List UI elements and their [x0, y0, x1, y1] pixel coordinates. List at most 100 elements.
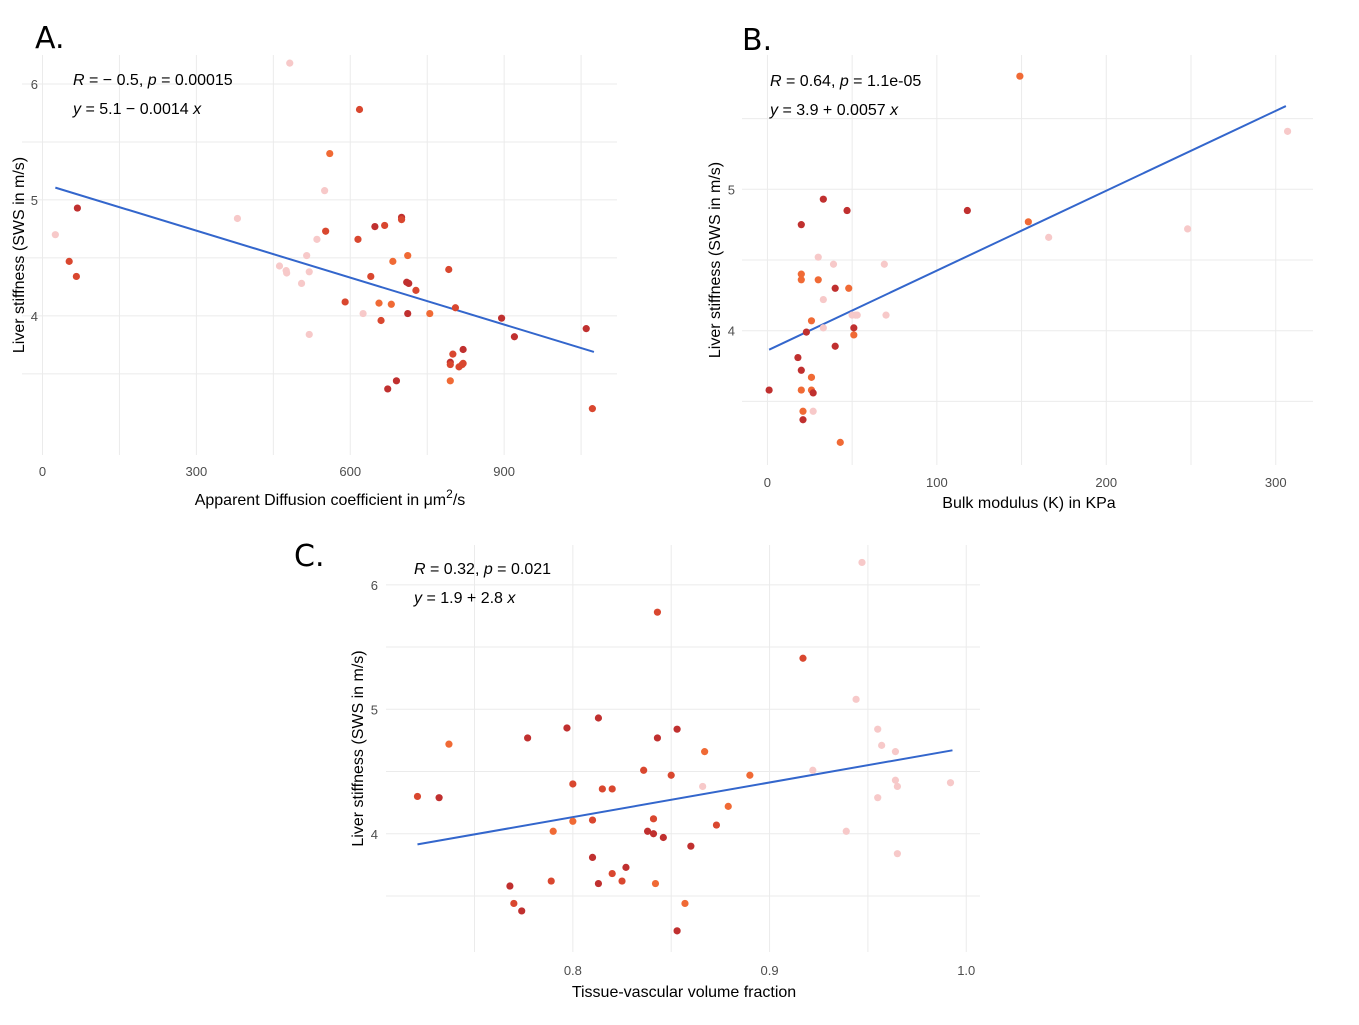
data-point [653, 608, 662, 616]
data-point [701, 748, 709, 756]
x-tick-label: 200 [1095, 475, 1117, 490]
data-point [809, 407, 817, 415]
data-point [582, 325, 590, 333]
data-point [446, 360, 454, 369]
gridlines [22, 55, 617, 455]
data-point [673, 725, 681, 733]
data-point [618, 877, 626, 885]
data-point [497, 314, 506, 322]
y-tick-label: 5 [371, 702, 378, 717]
data-point [303, 251, 311, 260]
data-point [547, 877, 555, 885]
data-point [412, 286, 420, 294]
data-point [397, 216, 406, 224]
data-point [794, 353, 802, 362]
data-point [377, 316, 385, 325]
data-point [765, 386, 773, 394]
data-point [724, 802, 732, 810]
data-point [341, 298, 349, 306]
data-point [891, 776, 900, 784]
data-point [510, 333, 519, 341]
data-point [569, 817, 577, 825]
correlation-annotation: R = 0.64, p = 1.1e-05 [770, 73, 921, 90]
panel-label: A. [35, 21, 65, 56]
data-point [653, 734, 662, 742]
data-point [799, 654, 807, 662]
data-point [355, 105, 364, 114]
data-point [72, 272, 80, 281]
data-point [65, 257, 73, 265]
data-point [322, 227, 330, 235]
x-axis-title: Tissue-vascular volume fraction [572, 984, 796, 1001]
data-point [510, 899, 518, 908]
data-point [446, 377, 454, 385]
data-point [819, 324, 827, 332]
data-point [640, 766, 648, 774]
x-tick-label: 600 [339, 464, 361, 479]
data-point [1016, 72, 1024, 80]
data-point [451, 304, 460, 312]
correlation-annotation: R = − 0.5, p = 0.00015 [73, 72, 233, 89]
data-point [963, 206, 971, 215]
data-point [275, 262, 284, 270]
data-point [435, 794, 443, 802]
x-tick-label: 0 [39, 464, 46, 479]
data-point [367, 272, 375, 281]
data-points [51, 59, 596, 413]
x-tick-label: 0 [764, 475, 771, 490]
data-point [814, 253, 822, 261]
data-point [608, 785, 616, 793]
correlation-annotation: R = 0.32, p = 0.021 [414, 561, 551, 578]
data-point [746, 771, 754, 779]
data-point [681, 899, 689, 908]
data-point [687, 842, 695, 850]
data-point [326, 149, 334, 158]
data-point [852, 695, 860, 703]
data-point [649, 815, 658, 823]
data-point [405, 279, 413, 288]
data-point [836, 438, 844, 446]
data-point [392, 377, 401, 385]
data-point [375, 299, 383, 307]
data-point [712, 821, 721, 829]
data-point [305, 268, 313, 276]
data-point [588, 853, 597, 862]
data-point [797, 386, 805, 394]
y-tick-label: 6 [371, 578, 378, 593]
data-point [819, 295, 827, 304]
data-point [845, 284, 853, 292]
data-points [413, 558, 955, 935]
data-point [850, 324, 858, 332]
regression-line [768, 105, 1287, 351]
data-point [233, 214, 242, 223]
x-tick-label: 300 [186, 464, 208, 479]
data-point [853, 311, 861, 319]
y-tick-label: 5 [31, 193, 38, 208]
data-point [829, 260, 838, 268]
x-axis-title: Bulk modulus (K) in KPa [942, 495, 1116, 512]
data-point [459, 345, 467, 354]
data-point [667, 771, 675, 779]
data-point [594, 879, 603, 888]
data-point [797, 276, 805, 284]
data-point [797, 366, 805, 374]
regression-equation: y = 1.9 + 2.8 x [413, 590, 516, 607]
data-point [51, 231, 59, 239]
data-point [699, 782, 707, 791]
data-point [524, 734, 532, 742]
data-point [807, 373, 816, 381]
data-point [799, 407, 807, 415]
data-point [893, 850, 901, 858]
data-point [445, 740, 453, 748]
data-point [359, 309, 367, 318]
data-point [651, 879, 660, 888]
panel-b: 0 100 200 300 4 5 Bulk modulus (K) in KPa Liver… [707, 23, 1313, 512]
data-point [381, 221, 389, 230]
data-point [842, 827, 850, 835]
data-point [850, 331, 858, 339]
x-tick-label: 300 [1265, 475, 1287, 490]
data-point [1024, 218, 1032, 226]
data-point [831, 342, 839, 350]
data-point [843, 206, 851, 215]
